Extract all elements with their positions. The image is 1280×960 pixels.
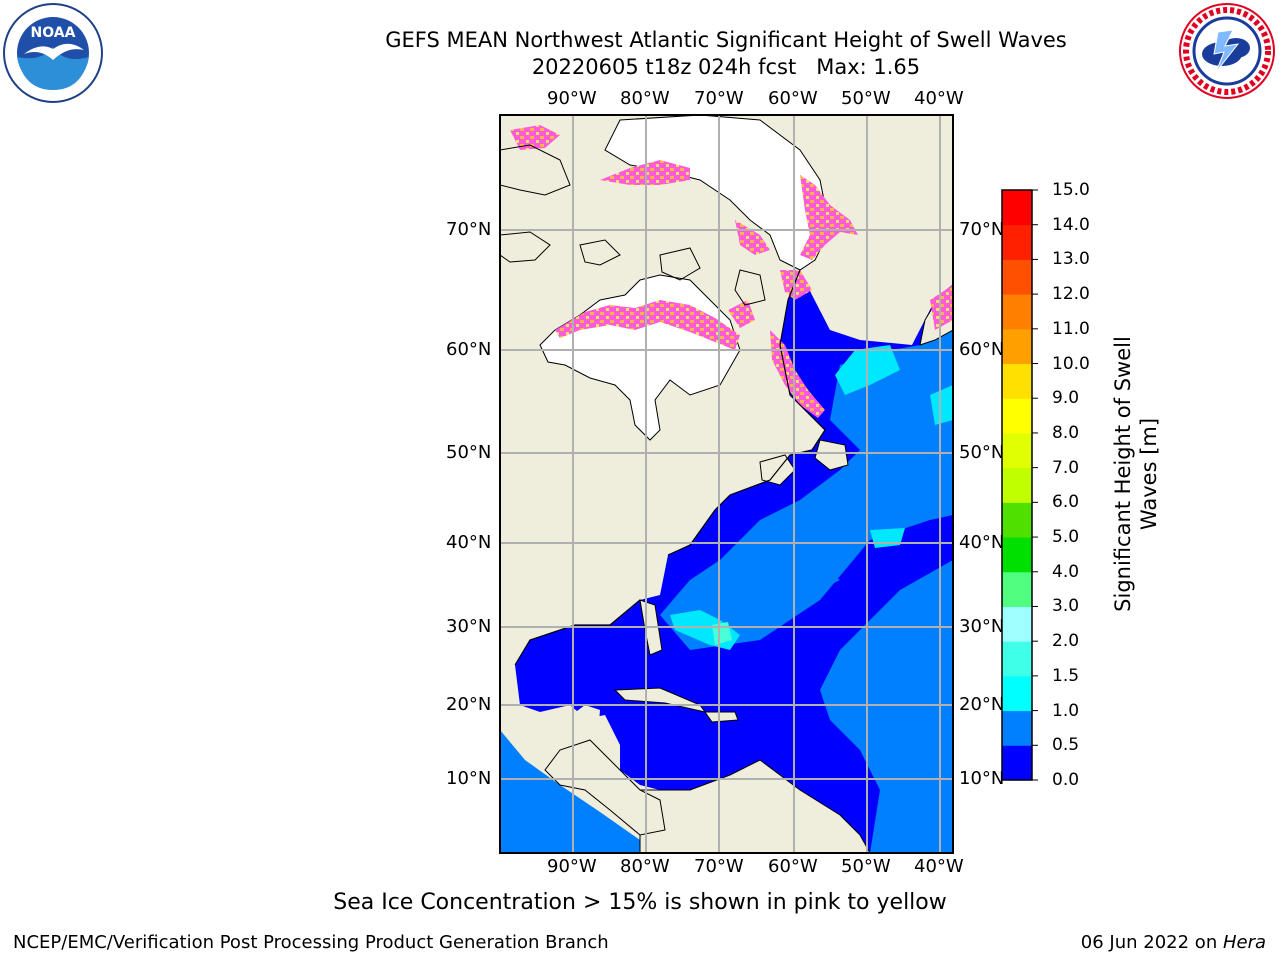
lon-label: 50°W [841,88,891,109]
footer-host: Hera [1222,932,1266,953]
colorbar-tick-label: 10.0 [1052,353,1090,374]
colorbar-segment [1002,537,1032,573]
colorbar-segment [1002,224,1032,260]
footer-credit: NCEP/EMC/Verification Post Processing Pr… [13,932,609,953]
colorbar-tick-label: 7.0 [1052,457,1080,478]
lat-label: 20°N [446,694,492,715]
colorbar-segment [1002,294,1032,330]
colorbar-tick-label: 2.0 [1052,631,1080,652]
colorbar [1001,189,1038,781]
lon-label: 60°W [768,88,818,109]
svg-text:NOAA: NOAA [31,25,76,41]
colorbar-segment [1002,398,1032,434]
nws-logo [1179,3,1275,99]
colorbar-tick-label: 9.0 [1052,388,1080,409]
colorbar-segment [1002,259,1032,295]
colorbar-tick-label: 1.5 [1052,665,1080,686]
colorbar-segment [1002,467,1032,503]
lon-label: 90°W [547,856,597,877]
swell-band-0-5 [660,305,953,650]
map-frame [499,114,954,854]
map-title: GEFS MEAN Northwest Atlantic Significant… [385,28,1067,52]
footer-date: 06 Jun 2022 on Hera [1080,932,1266,953]
colorbar-segment [1002,675,1032,712]
colorbar-segment [1002,641,1032,677]
lat-label: 60°N [959,339,1005,360]
lat-label: 70°N [446,219,492,240]
colorbar-tick-label: 8.0 [1052,422,1080,443]
colorbar-tick-label: 0.0 [1052,770,1080,790]
colorbar-segment [1002,745,1032,781]
lat-label: 10°N [959,768,1005,789]
colorbar-segment [1002,328,1032,365]
colorbar-segment [1002,190,1032,226]
colorbar-segment [1002,710,1032,746]
colorbar-tick-label: 13.0 [1052,249,1090,270]
colorbar-tick-label: 6.0 [1052,492,1080,513]
forecast-subtitle: 20220605 t18z 024h fcst Max: 1.65 [531,55,921,79]
sea-ice-hudson [555,300,740,350]
colorbar-tick-label: 15.0 [1052,180,1090,200]
colorbar-segment [1002,571,1032,607]
lon-label: 70°W [694,856,744,877]
colorbar-segment [1002,363,1032,399]
colorbar-tick-label: 11.0 [1052,318,1090,339]
lat-label: 60°N [446,339,492,360]
lon-label: 70°W [694,88,744,109]
colorbar-tick-label: 5.0 [1052,527,1080,548]
graticule [500,115,953,853]
lon-label: 40°W [914,88,964,109]
colorbar-tick-label: 1.0 [1052,700,1080,721]
lat-label: 70°N [959,219,1005,240]
colorbar-tick-label: 3.0 [1052,596,1080,617]
colorbar-ticks: 0.0 0.5 1.0 1.5 2.0 3.0 4.0 5.0 6.0 7.0 8.0 9.0 10.0… [1052,0,1112,960]
ice-note: Sea Ice Concentration > 15% is shown in … [333,890,947,915]
lat-label: 50°N [446,442,492,463]
lat-label: 10°N [446,768,492,789]
colorbar-tick-label: 4.0 [1052,561,1080,582]
lat-label: 50°N [959,442,1005,463]
sea-ice-labrador [770,330,825,418]
colorbar-segment [1002,606,1032,642]
noaa-logo: NOAA [3,3,103,103]
colorbar-tick-label: 0.5 [1052,735,1080,756]
colorbar-label: Significant Height of Swell Waves [m] [1111,336,1161,612]
lat-label: 20°N [959,694,1005,715]
colorbar-segment [1002,432,1032,469]
lat-label: 40°N [446,532,492,553]
lat-label: 30°N [446,616,492,637]
lon-label: 60°W [768,856,818,877]
lon-label: 50°W [841,856,891,877]
colorbar-segment [1002,502,1032,538]
lat-label: 40°N [959,532,1005,553]
lat-label: 30°N [959,616,1005,637]
colorbar-frame [1001,189,1033,781]
pacific-ocean [500,730,660,853]
lon-label: 40°W [914,856,964,877]
colorbar-tick-label: 14.0 [1052,214,1090,235]
colorbar-tick-label: 12.0 [1052,284,1090,305]
lon-label: 90°W [547,88,597,109]
lon-label: 80°W [620,856,670,877]
lon-label: 80°W [620,88,670,109]
